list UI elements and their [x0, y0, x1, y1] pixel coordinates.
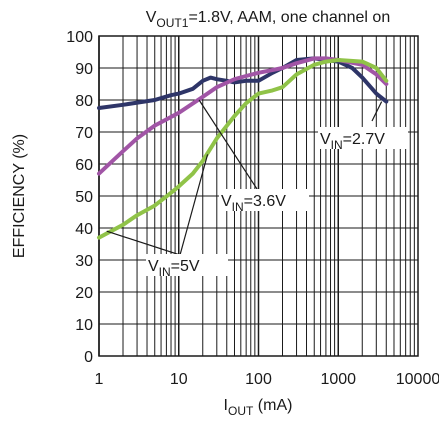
x-tick-label-10: 10: [170, 371, 188, 388]
x-tick-label-10000: 10000: [396, 371, 439, 388]
annotation-leader-5v-a: [106, 230, 181, 256]
annotation-box-3.6v: [219, 189, 309, 211]
annotation-label-2.7v: VIN=2.7V: [320, 131, 385, 152]
annotation-leader-2.7v: [371, 101, 383, 122]
y-tick-label-60: 60: [75, 157, 93, 174]
y-tick-label-10: 10: [75, 317, 93, 334]
series-layer: [97, 56, 389, 240]
annotation-label-5v: VIN=5V: [148, 258, 200, 279]
annotation-box-2.7v: [318, 127, 408, 149]
y-tick-label-30: 30: [75, 253, 93, 270]
y-tick-label-0: 0: [84, 349, 93, 366]
series-line-0: [97, 56, 389, 110]
y-tick-label-50: 50: [75, 189, 93, 206]
x-tick-label-100: 100: [245, 371, 272, 388]
annotation-layer: VIN=2.7V VIN=3.6V VIN=5V: [106, 99, 408, 279]
annotation-box-5v: [146, 254, 228, 276]
y-tick-label-100: 100: [66, 29, 93, 46]
annotation-leader-3.6v: [198, 99, 258, 190]
y-tick-label-20: 20: [75, 285, 93, 302]
annotation-leader-5v-b: [179, 154, 209, 256]
chart-title: VOUT1=1.8V, AAM, one channel on: [146, 9, 390, 30]
x-axis-label: IOUT (mA): [224, 397, 293, 418]
y-axis-label: EFFICIENCY (%): [11, 134, 28, 258]
y-tick-label-90: 90: [75, 61, 93, 78]
x-tick-label-1000: 1000: [320, 371, 356, 388]
y-tick-label-70: 70: [75, 125, 93, 142]
series-line-1: [97, 56, 389, 176]
x-tick-label-1: 1: [95, 371, 104, 388]
annotation-label-3.6v: VIN=3.6V: [221, 193, 286, 214]
y-tick-label-40: 40: [75, 221, 93, 238]
y-tick-label-80: 80: [75, 93, 93, 110]
series-line-2: [97, 58, 389, 240]
title-layer: VOUT1=1.8V, AAM, one channel on IOUT (mA)…: [11, 9, 390, 418]
